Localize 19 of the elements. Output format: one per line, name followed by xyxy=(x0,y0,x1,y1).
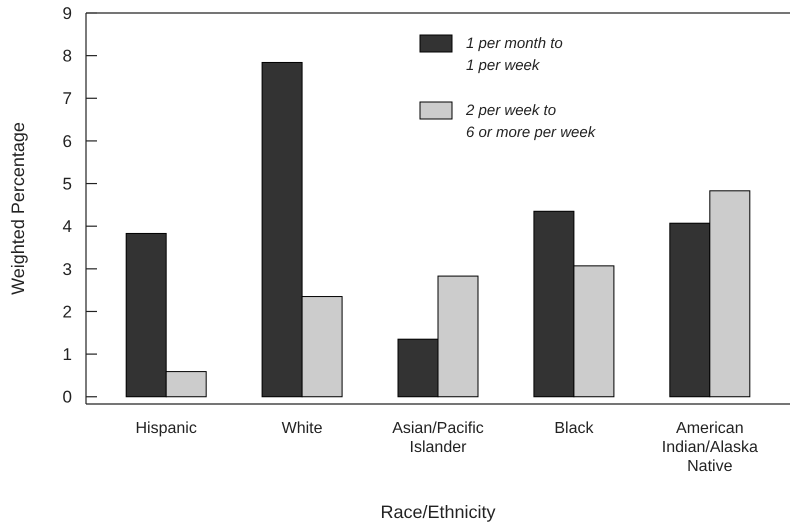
y-tick-label: 8 xyxy=(62,46,72,66)
y-tick-label: 9 xyxy=(62,4,72,23)
x-tick-label: Black xyxy=(554,420,594,437)
y-tick-label: 2 xyxy=(62,302,72,322)
legend-label: 2 per week to 6 or more per week xyxy=(465,102,597,141)
x-tick-label: White xyxy=(282,420,323,437)
y-tick-label: 4 xyxy=(62,217,72,236)
y-tick-label: 0 xyxy=(62,388,72,407)
y-tick-label: 1 xyxy=(62,345,72,364)
y-axis-title: Weighted Percentage xyxy=(8,122,28,295)
x-tick-label: American Indian/Alaska Native xyxy=(662,420,758,475)
x-tick-label: Hispanic xyxy=(136,420,197,437)
x-axis-title: Race/Ethnicity xyxy=(380,502,496,522)
y-tick-label: 7 xyxy=(62,89,72,108)
y-tick-label: 6 xyxy=(62,132,72,151)
y-tick-label: 5 xyxy=(62,174,72,194)
legend-label: 1 per month to 1 per week xyxy=(466,35,563,74)
x-tick-label: Asian/Pacific Islander xyxy=(392,420,484,456)
y-tick-label: 3 xyxy=(62,260,72,279)
